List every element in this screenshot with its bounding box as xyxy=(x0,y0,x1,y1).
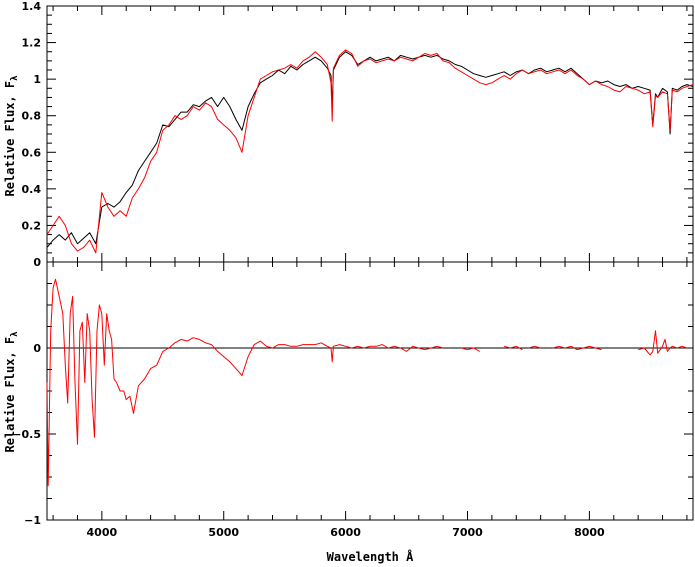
bottom-panel: −1 −0.5 0 4000 5000 6000 7000 8000 Relative Flux… xyxy=(3,261,694,539)
y-tick-label: 0.6 xyxy=(22,146,42,159)
y-tick-label: 1.4 xyxy=(22,0,42,13)
y-tick-label: −1 xyxy=(24,514,41,527)
x-tick-label: 6000 xyxy=(330,526,361,539)
y-tick-label: 0.8 xyxy=(22,110,42,123)
y-tick-label: 0.2 xyxy=(22,219,42,232)
x-tick-label: 5000 xyxy=(208,526,239,539)
y-tick-label: 1 xyxy=(33,73,41,86)
series-line-1 xyxy=(46,278,444,487)
y-axis-title: Relative Flux, Fλ xyxy=(3,331,20,453)
x-axis-title: Wavelength Å xyxy=(327,549,414,564)
y-axis-title-text: Relative Flux, F xyxy=(3,81,17,197)
y-axis-title-subscript: λ xyxy=(10,331,20,337)
y-tick-label: 0 xyxy=(33,256,41,269)
series-line-1 xyxy=(638,330,688,356)
y-tick-label: 1.2 xyxy=(22,37,42,50)
x-tick-label: 7000 xyxy=(452,526,483,539)
x-tick-label: 4000 xyxy=(87,526,118,539)
plot-frame xyxy=(46,261,694,521)
y-tick-label: 0.4 xyxy=(22,183,42,196)
y-axis-title: Relative Flux, Fλ xyxy=(3,75,20,197)
y-axis-title-subscript: λ xyxy=(10,75,20,81)
series-line-1 xyxy=(528,345,541,349)
y-tick-label: 0 xyxy=(33,342,41,355)
y-axis-title-text: Relative Flux, F xyxy=(3,337,17,453)
x-tick-label: 8000 xyxy=(574,526,605,539)
y-tick-label: −0.5 xyxy=(12,428,41,441)
series-line-2 xyxy=(46,49,694,254)
series-line-1 xyxy=(503,345,523,351)
plot-frame xyxy=(46,5,694,263)
series-line-1 xyxy=(552,345,602,351)
series-line-1 xyxy=(461,347,480,352)
top-panel: 0 0.2 0.4 0.6 0.8 1 1.2 1.4 Relative Flux, Fλ xyxy=(3,0,694,269)
series-line-1 xyxy=(46,51,694,248)
